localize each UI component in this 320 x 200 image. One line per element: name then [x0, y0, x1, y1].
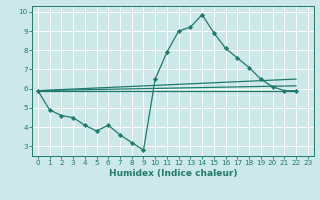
X-axis label: Humidex (Indice chaleur): Humidex (Indice chaleur) [108, 169, 237, 178]
